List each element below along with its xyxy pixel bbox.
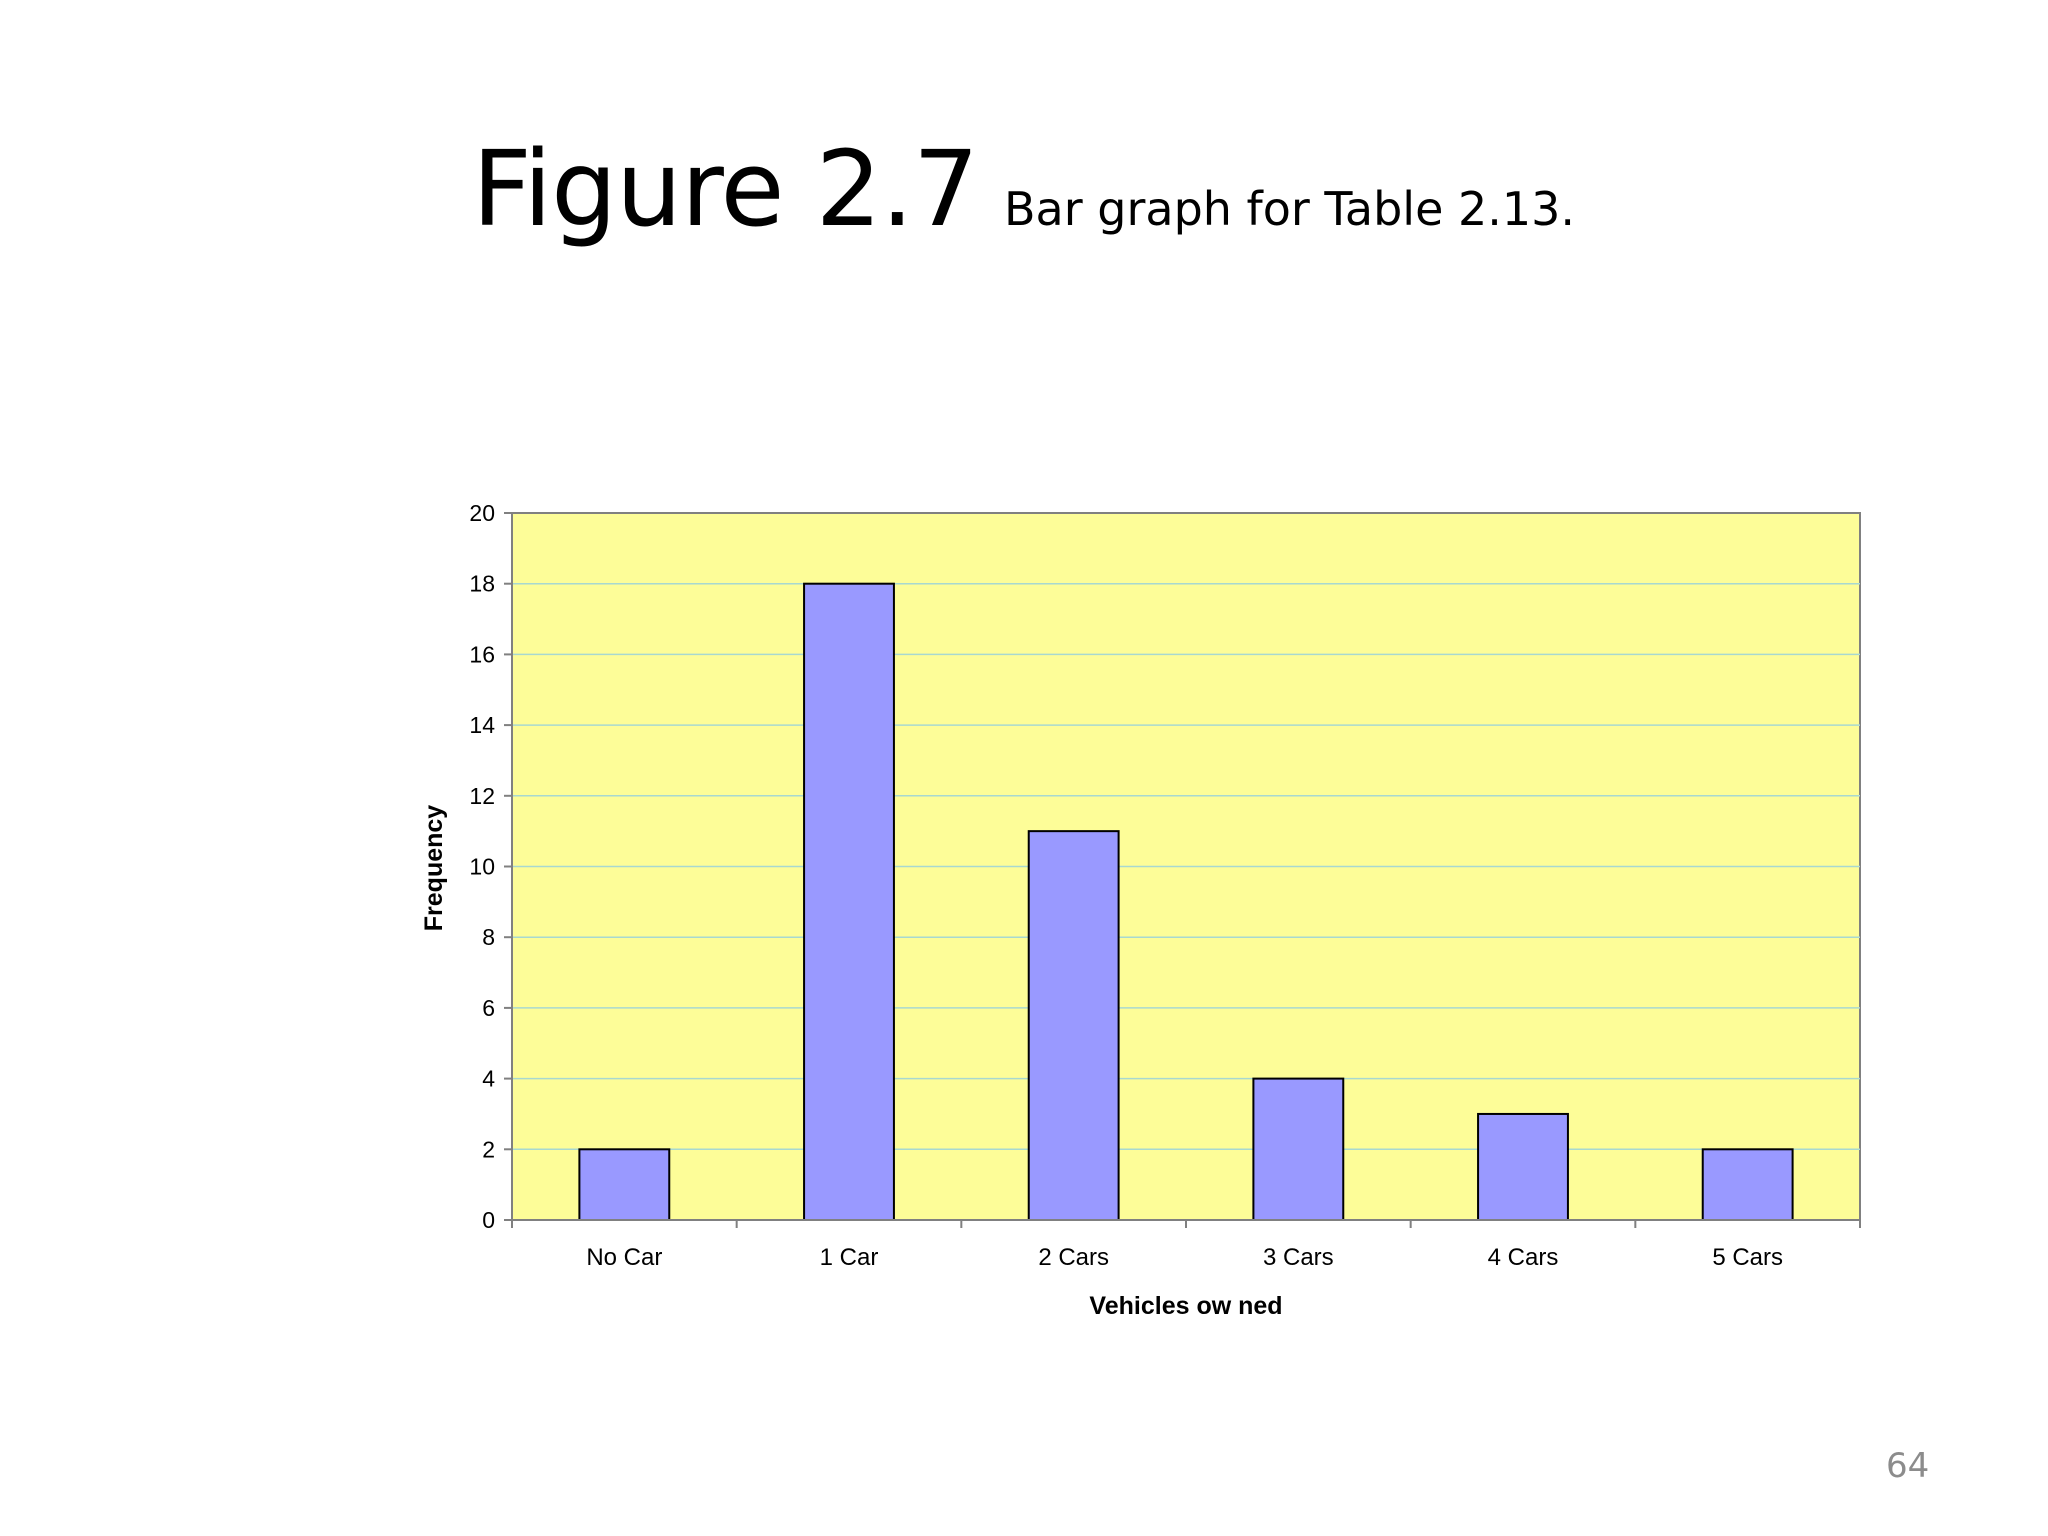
y-tick-label: 16 bbox=[469, 641, 495, 667]
page-number: 64 bbox=[1886, 1446, 1930, 1486]
bar bbox=[1027, 830, 1120, 1222]
bar bbox=[1477, 1112, 1569, 1221]
figure-caption: Bar graph for Table 2.13. bbox=[1004, 182, 1576, 236]
y-tick-label: 12 bbox=[469, 783, 495, 809]
bar bbox=[1252, 1077, 1345, 1221]
y-tick-label: 18 bbox=[469, 571, 495, 597]
x-tick-label: 4 Cars bbox=[1488, 1244, 1559, 1271]
y-tick-label: 0 bbox=[482, 1207, 495, 1233]
y-axis-label: Frequency bbox=[420, 805, 448, 932]
figure-number: Figure 2.7 bbox=[472, 128, 979, 250]
y-axis-ticks: 0 2 4 6 8 10 12 14 16 18 20 bbox=[469, 500, 512, 1233]
y-tick-label: 8 bbox=[482, 924, 495, 950]
slide-title: Figure 2.7 Bar graph for Table 2.13. bbox=[472, 128, 1575, 250]
y-tick-label: 14 bbox=[469, 712, 495, 738]
x-axis-ticks: No Car 1 Car 2 Cars 3 Cars 4 Cars 5 Cars bbox=[511, 1220, 1861, 1271]
x-tick-label: 5 Cars bbox=[1712, 1244, 1783, 1271]
x-axis-label: Vehicles ow ned bbox=[1089, 1292, 1282, 1320]
x-tick-label: No Car bbox=[586, 1244, 662, 1271]
x-tick-label: 3 Cars bbox=[1263, 1244, 1334, 1271]
gridlines bbox=[512, 582, 1860, 1151]
y-tick-label: 20 bbox=[469, 500, 495, 526]
y-tick-label: 4 bbox=[482, 1066, 495, 1092]
y-tick-label: 6 bbox=[482, 995, 495, 1021]
bar bbox=[1701, 1148, 1794, 1222]
bar bbox=[578, 1148, 671, 1222]
x-tick-label: 2 Cars bbox=[1038, 1244, 1109, 1271]
bar bbox=[803, 582, 895, 1221]
y-tick-label: 10 bbox=[469, 854, 495, 880]
y-tick-label: 2 bbox=[482, 1136, 495, 1162]
x-tick-label: 1 Car bbox=[820, 1244, 879, 1271]
bars bbox=[578, 582, 1794, 1222]
